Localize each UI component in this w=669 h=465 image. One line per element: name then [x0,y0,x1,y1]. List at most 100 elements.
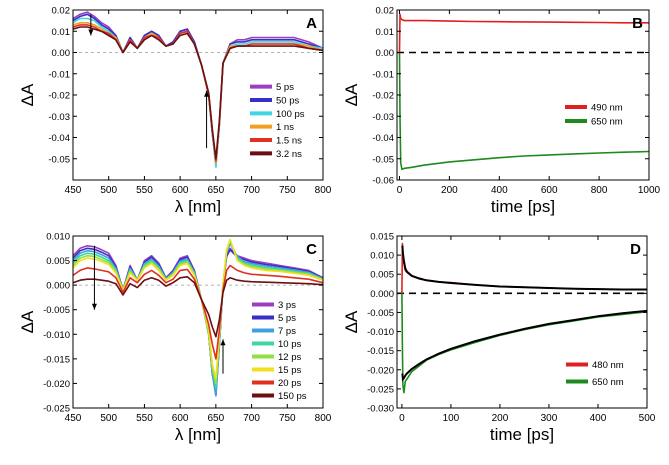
x-tick-label: 800 [591,185,608,196]
series-line-1-5-ns [73,24,323,162]
x-axis-label: time [ps] [491,197,555,216]
x-axis-label: λ [nm] [175,425,221,444]
legend-label: 12 ps [278,352,301,363]
legend-label: 15 ps [278,365,301,376]
x-tick-label: 200 [492,413,509,424]
x-tick-label: 600 [172,185,189,196]
series-line-3-2-ns [73,26,323,160]
y-tick-label: -0.02 [372,91,394,102]
y-tick-label: -0.01 [48,69,70,80]
y-tick-label: -0.020 [43,379,70,390]
legend-label: 5 ps [276,82,294,93]
y-tick-label: -0.06 [372,176,394,187]
y-tick-label: -0.02 [48,91,70,102]
x-tick-label: 450 [65,185,82,196]
x-tick-label: 550 [136,185,153,196]
panel-a: 450 500 550 600 650 700 750 800 0.02 0.01 0.00 -0.0… [18,6,332,217]
fit-line [401,245,647,291]
y-tick-label: -0.025 [43,404,70,415]
legend-label: 490 nm [591,103,623,114]
y-tick-label: 0.00 [376,48,395,59]
arrow-head [88,29,94,36]
x-tick-label: 600 [172,413,189,424]
y-tick-label: -0.015 [43,354,70,365]
x-axis-label: time [ps] [490,425,554,444]
x-tick-label: 750 [279,185,296,196]
legend-label: 1.5 ns [276,136,302,147]
panel-b: 0 200 400 600 800 1000 0.02 0.01 0.00 -0.01 -0.02 -… [342,6,661,217]
legend-label: 1 ns [276,122,294,133]
y-tick-label: 0.005 [46,256,70,267]
y-tick-label: -0.03 [372,112,394,123]
series-group [401,242,647,394]
fit-line [401,309,647,382]
plot-frame [396,9,650,181]
panel-letter: D [630,241,641,258]
y-tick-label: 0.015 [370,232,394,243]
arrow-head [91,303,97,310]
x-tick-label: 300 [541,413,558,424]
x-tick-label: 0 [397,185,403,196]
series-line-20-ps [73,264,323,360]
legend-label: 650 nm [592,377,624,388]
x-tick-label: 100 [443,413,460,424]
x-tick-label: 800 [315,185,332,196]
x-tick-label: 750 [279,413,296,424]
y-tick-label: -0.020 [367,365,394,376]
y-tick-label: -0.025 [367,384,394,395]
panel-d: 0 100 200 300 400 500 0.015 0.010 0.005 0.000 -0.0… [342,232,656,445]
y-tick-label: 0.01 [376,27,395,38]
legend-label: 3 ps [278,300,296,311]
y-axis-label: ΔA [18,83,37,106]
series-group [398,13,649,171]
x-tick-label: 650 [208,413,225,424]
y-tick-label: 0.010 [370,251,394,262]
x-tick-label: 500 [639,413,656,424]
plot-frame [396,235,648,409]
y-tick-label: 0.01 [52,27,71,38]
x-axis-label: λ [nm] [175,197,221,216]
y-tick-label: 0.02 [52,6,71,17]
legend-label: 650 nm [591,117,623,128]
legend-label: 20 ps [278,378,301,389]
x-tick-label: 700 [243,185,260,196]
y-tick-label: -0.010 [367,327,394,338]
legend-label: 50 ps [276,96,299,107]
y-tick-label: -0.005 [367,308,394,319]
y-tick-label: -0.05 [48,154,70,165]
y-tick-label: -0.04 [48,133,70,144]
series-line-150-ps [73,275,323,338]
x-tick-label: 400 [590,413,607,424]
y-tick-label: -0.015 [367,346,394,357]
y-tick-label: 0.010 [46,232,70,243]
x-tick-label: 500 [100,413,117,424]
legend-label: 150 ps [278,391,307,402]
arrow-head [220,339,226,346]
arrow-head [204,90,210,97]
series-line-50-ps [73,13,323,166]
y-tick-label: 0.00 [52,48,71,59]
legend-label: 5 ps [278,313,296,324]
legend-label: 480 nm [592,360,624,371]
y-tick-label: 0.005 [370,270,394,281]
panel-letter: A [306,15,317,32]
y-tick-label: 0.000 [370,289,394,300]
legend: 3 ps 5 ps 7 ps 10 ps 12 ps 15 ps 20 ps 150 ps [252,300,307,402]
series-group [73,238,323,397]
x-tick-label: 1000 [638,185,661,196]
legend-label: 7 ps [278,326,296,337]
x-tick-label: 600 [541,185,558,196]
x-tick-label: 800 [315,413,332,424]
x-tick-label: 700 [243,413,260,424]
legend: 5 ps 50 ps 100 ps 1 ns 1.5 ns 3.2 ns [250,82,305,160]
series-line-650-nm [398,52,649,171]
y-tick-label: -0.05 [372,154,394,165]
y-tick-label: -0.01 [372,69,394,80]
y-axis-label: ΔA [18,310,37,333]
plot-frame [72,235,324,409]
y-axis-label: ΔA [342,83,361,106]
y-tick-label: 0.000 [46,281,70,292]
legend-label: 10 ps [278,339,301,350]
x-tick-label: 650 [208,185,225,196]
